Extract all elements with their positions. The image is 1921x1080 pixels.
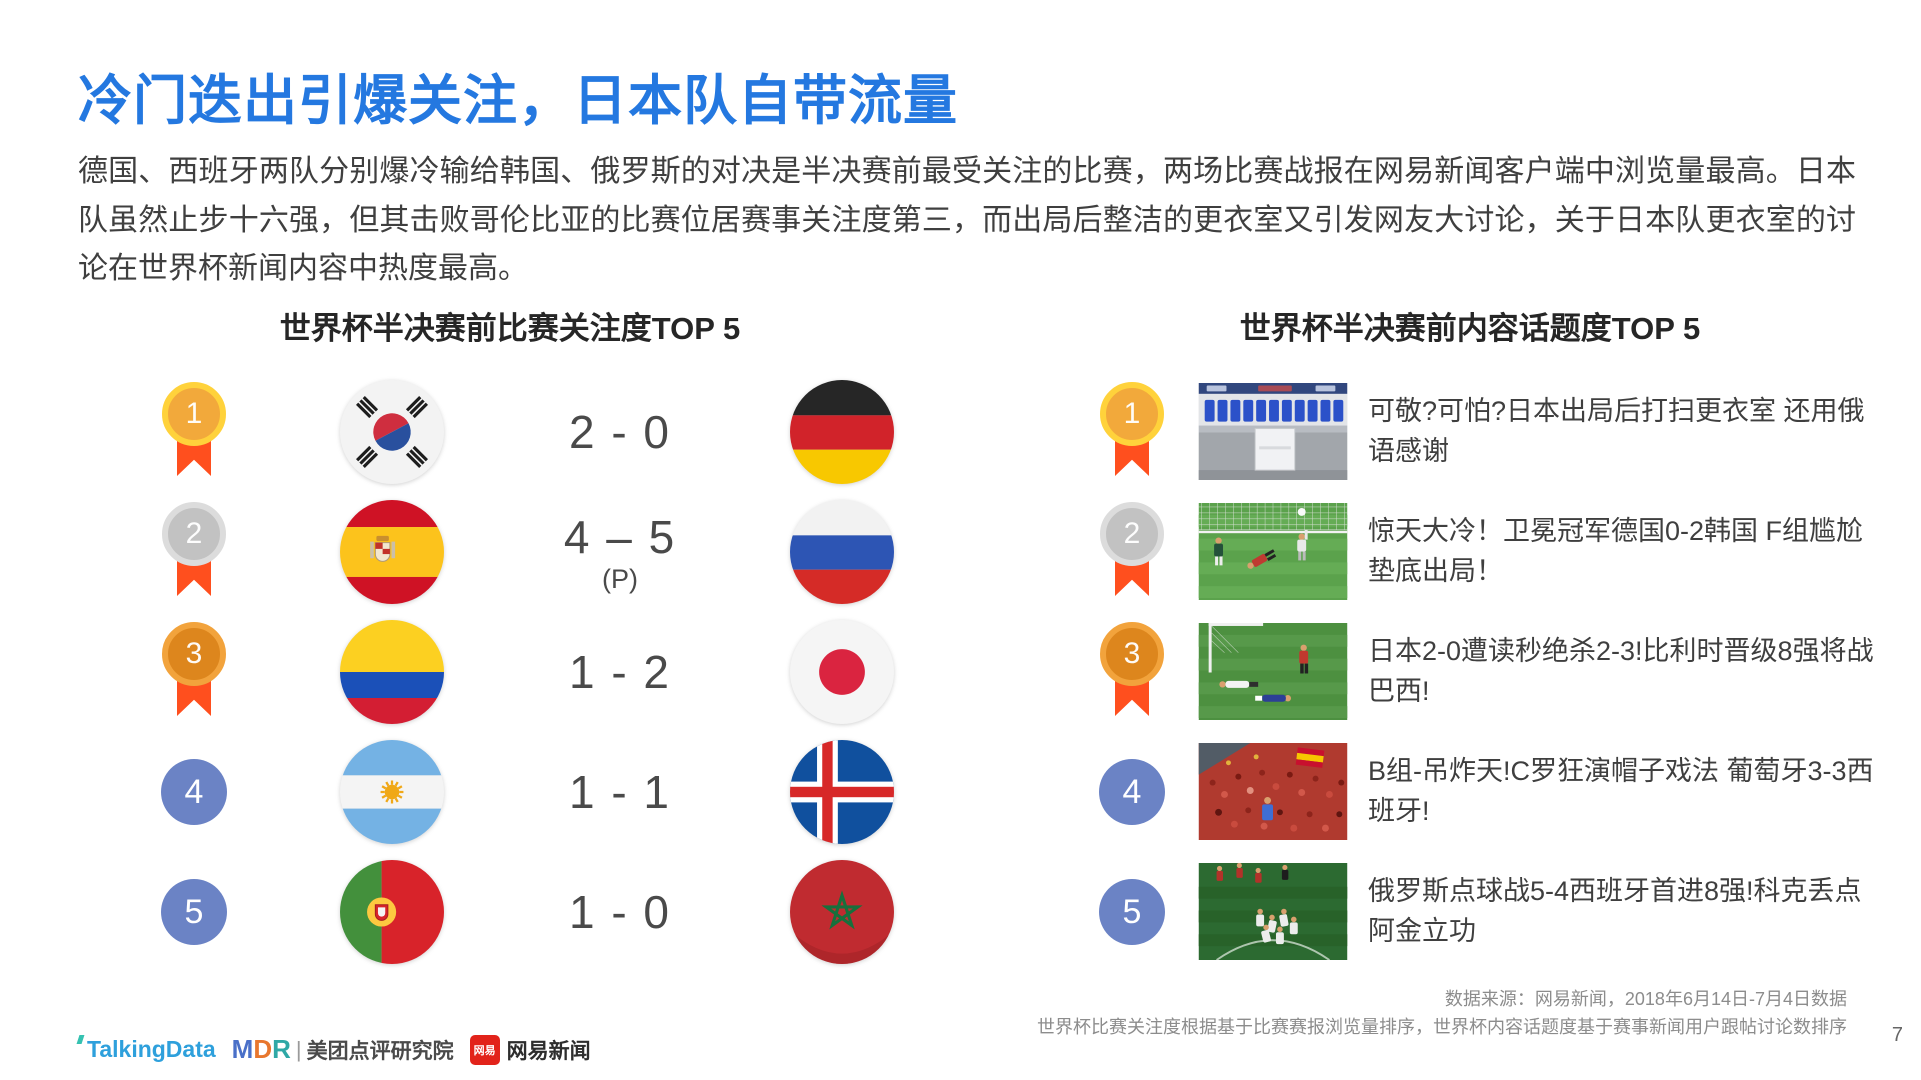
match-row-4: 4 1 - 1 <box>90 732 930 852</box>
page-number: 7 <box>1891 1024 1903 1046</box>
news-headline: B组-吊炸天!C罗狂演帽子戏法 葡萄牙3-3西班牙! <box>1368 756 1874 826</box>
rank-number: 2 <box>185 517 203 550</box>
rank-number: 1 <box>185 397 203 430</box>
match-row-1: 1 2 - 0 <box>90 372 930 492</box>
match-score: 1 - 0 <box>568 886 672 938</box>
footer-logos: TalkingData MDR | 美团点评研究院 网易 网易新闻 <box>78 1034 591 1065</box>
rank-number: 3 <box>1123 637 1141 670</box>
rank-4-badge: 4 <box>1099 759 1165 825</box>
rank-2-medal-icon: 2 <box>162 502 226 608</box>
russia-celebration-photo <box>1198 863 1348 960</box>
rank-number: 3 <box>185 637 203 670</box>
portugal-spain-fans-photo <box>1198 743 1348 840</box>
news-headline: 惊天大冷！卫冕冠军德国0-2韩国 F组尴尬垫底出局！ <box>1368 516 1864 586</box>
news-row-3: 3 日本2-0遭读秒绝杀2-3!比利时晋级8强将战巴西! <box>1080 612 1890 732</box>
rank-number: 4 <box>1122 772 1142 811</box>
match-row-2: 2 4 – 5 (P) <box>90 492 930 612</box>
logo-divider: | <box>295 1036 302 1062</box>
flag-portugal-icon <box>340 860 444 964</box>
rank-5-badge: 5 <box>161 879 227 945</box>
rank-5-badge: 5 <box>1099 879 1165 945</box>
page-title: 冷门迭出引爆关注，日本队自带流量 <box>78 71 958 131</box>
source-line-1: 数据来源：网易新闻，2018年6月14日-7月4日数据 <box>1444 989 1847 1009</box>
netease-news-label: 网易新闻 <box>506 1039 591 1063</box>
meituan-research-label: 美团点评研究院 <box>306 1039 454 1063</box>
flag-japan-icon <box>790 620 894 724</box>
match-score: 1 - 2 <box>568 646 672 698</box>
mdr-logo-icon: MDR <box>231 1034 291 1064</box>
news-headline: 日本2-0遭读秒绝杀2-3!比利时晋级8强将战巴西! <box>1368 636 1874 706</box>
rank-3-medal-icon: 3 <box>1100 622 1164 728</box>
flag-spain-icon <box>340 500 444 604</box>
left-ranking-title: 世界杯半决赛前比赛关注度TOP 5 <box>279 311 741 346</box>
news-headline: 俄罗斯点球战5-4西班牙首进8强!科克丢点阿金立功 <box>1368 876 1862 946</box>
netease-news-logo: 网易 网易新闻 <box>469 1034 591 1065</box>
match-score: 2 - 0 <box>568 406 672 458</box>
flag-south-korea-icon <box>340 380 444 484</box>
flag-colombia-icon <box>340 620 444 724</box>
japan-belgium-players-photo <box>1198 623 1348 720</box>
flag-germany-icon <box>790 380 894 484</box>
news-row-2: 2 惊天大冷！卫冕冠军德国0-2韩国 F组尴尬垫底出局！ <box>1080 492 1890 612</box>
match-row-3: 3 1 - 2 <box>90 612 930 732</box>
rank-number: 2 <box>1123 517 1141 550</box>
match-score: 1 - 1 <box>568 766 672 818</box>
rank-4-badge: 4 <box>161 759 227 825</box>
right-ranking-title: 世界杯半决赛前内容话题度TOP 5 <box>1239 311 1701 346</box>
meituan-dianping-logo: MDR | 美团点评研究院 <box>232 1034 454 1065</box>
rank-number: 5 <box>1122 892 1142 931</box>
rank-number: 5 <box>184 892 204 931</box>
flag-russia-icon <box>790 500 894 604</box>
talkingdata-logo: TalkingData <box>78 1036 216 1063</box>
netease-badge-icon: 网易 <box>469 1034 500 1065</box>
rank-number: 1 <box>1123 397 1141 430</box>
rank-1-medal-icon: 1 <box>1100 382 1164 488</box>
rank-number: 4 <box>184 772 204 811</box>
rank-2-medal-icon: 2 <box>1100 502 1164 608</box>
news-row-4: 4 B组-吊炸天!C罗狂演帽子戏法 <box>1080 732 1890 852</box>
japan-locker-room-photo <box>1198 383 1348 480</box>
match-row-5: 5 1 - 0 <box>90 852 930 972</box>
germany-korea-goal-photo <box>1198 503 1348 600</box>
rank-3-medal-icon: 3 <box>162 622 226 728</box>
flag-morocco-icon <box>790 860 894 964</box>
data-source-note: 数据来源：网易新闻，2018年6月14日-7月4日数据 世界杯比赛关注度根据基于… <box>1037 986 1847 1042</box>
intro-paragraph: 德国、西班牙两队分别爆冷输给韩国、俄罗斯的对决是半决赛前最受关注的比赛，两场比赛… <box>78 155 1856 286</box>
match-score: 4 – 5 (P) <box>563 510 677 594</box>
source-line-2: 世界杯比赛关注度根据基于比赛赛报浏览量排序，世界杯内容话题度基于赛事新闻用户跟帖… <box>1037 1016 1847 1037</box>
flag-iceland-icon <box>790 740 894 844</box>
flag-argentina-icon <box>340 740 444 844</box>
news-row-5: 5 <box>1080 852 1890 972</box>
news-headline: 可敬?可怕?日本出局后打扫更衣室 还用俄语感谢 <box>1368 396 1865 466</box>
news-row-1: 1 可敬?可怕?日本出局后打扫更衣室 还用俄语感谢 <box>1080 372 1890 492</box>
rank-1-medal-icon: 1 <box>162 382 226 488</box>
